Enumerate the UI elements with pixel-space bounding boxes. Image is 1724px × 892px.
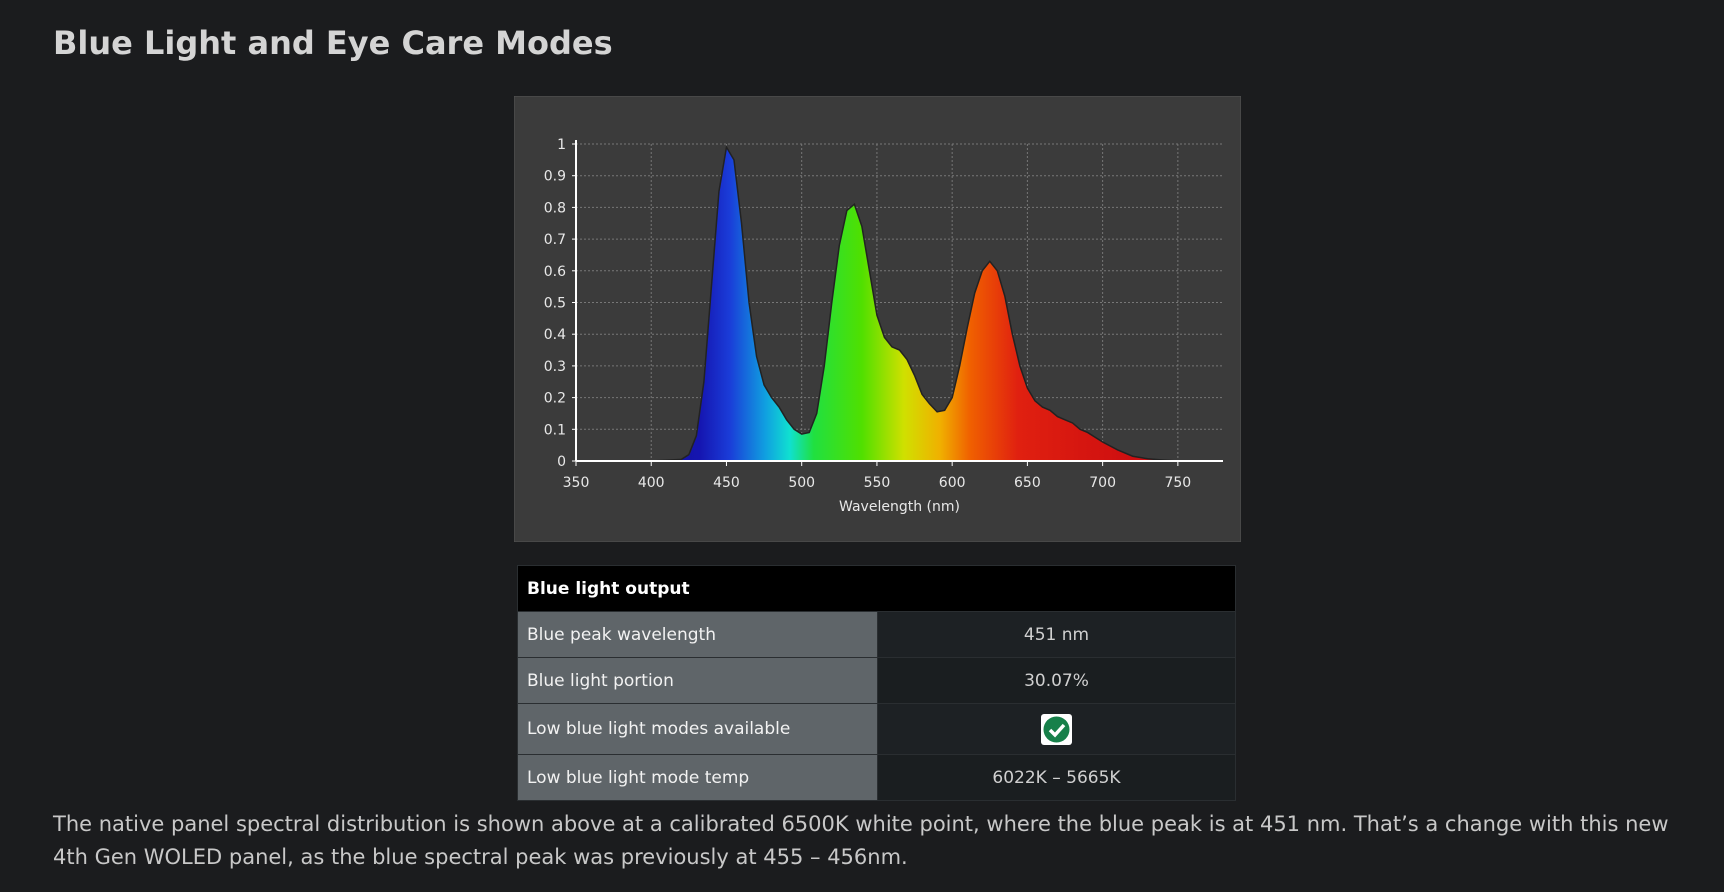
y-tick-label: 0.8 — [544, 200, 566, 216]
y-tick-label: 0.1 — [544, 422, 566, 438]
y-tick-label: 0.6 — [544, 264, 566, 280]
row-label: Blue light portion — [517, 657, 878, 704]
chart: 0 0.1 0.2 0.3 0.4 0.5 0.6 0.7 0.8 0.9 1 350 400 450 50… — [514, 96, 1241, 542]
y-tick-label: 0.5 — [544, 296, 566, 312]
x-tick-label: 550 — [864, 475, 891, 491]
row-label: Low blue light mode temp — [517, 754, 878, 801]
y-tick-label: 1 — [557, 137, 566, 153]
row-label: Blue peak wavelength — [517, 611, 878, 658]
row-value — [877, 703, 1236, 755]
x-tick-label: 400 — [638, 475, 665, 491]
table-header: Blue light output — [517, 565, 1236, 612]
row-value: 451 nm — [877, 611, 1236, 658]
table-header-row: Blue light output — [517, 565, 1236, 612]
table-row: Low blue light modes available — [517, 703, 1236, 755]
x-tick-label: 650 — [1014, 475, 1041, 491]
heading: Blue Light and Eye Care Modes — [53, 24, 613, 62]
check-icon — [1041, 713, 1072, 745]
y-tick-label: 0.4 — [544, 327, 566, 343]
y-tick-label: 0.7 — [544, 232, 566, 248]
spectrum-area — [621, 147, 1223, 462]
table-row: Blue light portion 30.07% — [517, 657, 1236, 704]
table: Blue light output Blue peak wavelength 45… — [517, 565, 1236, 801]
spectrum-line — [621, 145, 1223, 462]
x-tick-label: 450 — [713, 475, 740, 491]
paragraph: The native panel spectral distribution i… — [53, 812, 1669, 869]
y-tick-label: 0.3 — [544, 359, 566, 375]
row-value: 30.07% — [877, 657, 1236, 704]
y-tick-label: 0.9 — [544, 169, 566, 185]
x-axis-label: Wavelength (nm) — [839, 499, 960, 515]
y-tick-label: 0.2 — [544, 391, 566, 407]
y-tick-label: 0 — [557, 454, 566, 470]
row-label: Low blue light modes available — [517, 703, 878, 755]
table-row: Low blue light mode temp 6022K – 5665K — [517, 754, 1236, 801]
x-tick-label: 700 — [1089, 475, 1116, 491]
table-row: Blue peak wavelength 451 nm — [517, 611, 1236, 658]
x-tick-label: 750 — [1164, 475, 1191, 491]
x-tick-label: 500 — [788, 475, 815, 491]
row-value: 6022K – 5665K — [877, 754, 1236, 801]
x-tick-label: 350 — [563, 475, 590, 491]
x-tick-label: 600 — [939, 475, 966, 491]
